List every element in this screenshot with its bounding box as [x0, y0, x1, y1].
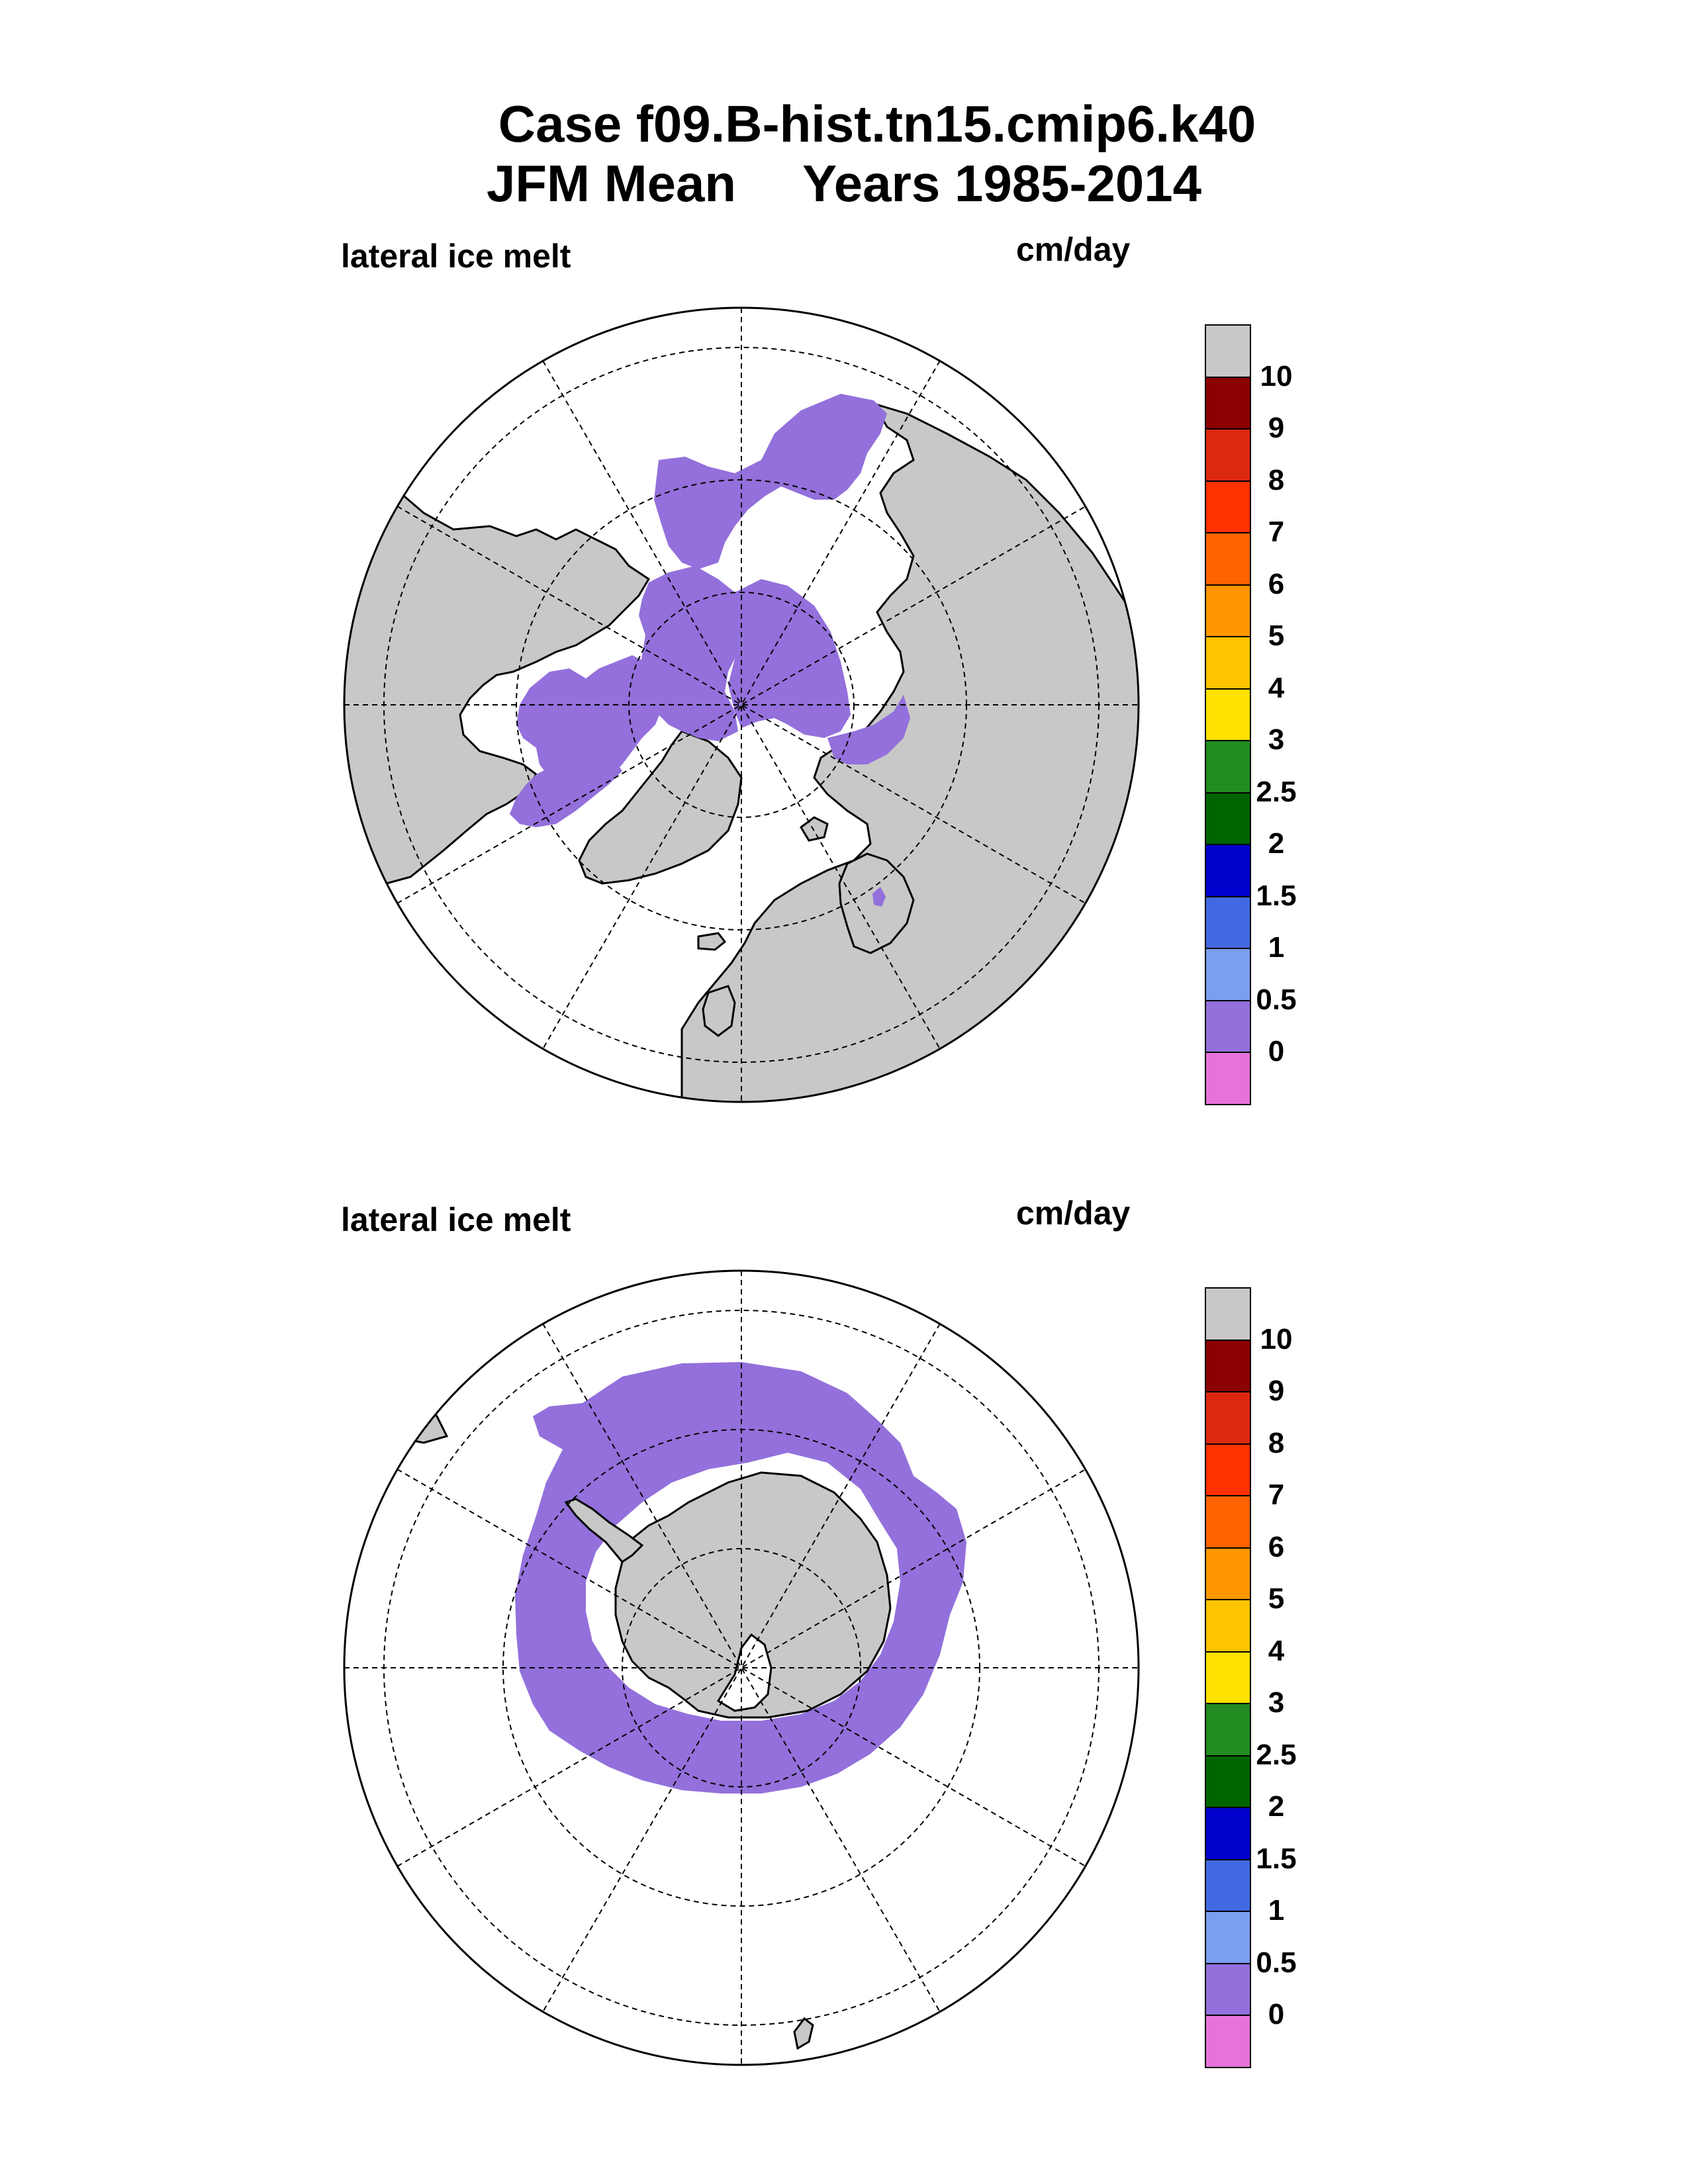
south-colorbar-box [1205, 1754, 1251, 1808]
south-colorbar-tick-label: 2 [1268, 1790, 1285, 1823]
south-units-label: cm/day [1016, 1195, 1131, 1232]
south-colorbar-box [1205, 1495, 1251, 1549]
south-colorbar-box [1205, 1703, 1251, 1756]
south-colorbar: 10 9 8 7 6 5 4 3 2.5 2 1.5 1 0.5 0 [1205, 1287, 1364, 2068]
north-colorbar-tick-label: 1 [1268, 931, 1285, 964]
north-colorbar-tick-label: 2.5 [1256, 775, 1297, 808]
north-colorbar-box [1205, 844, 1251, 897]
north-colorbar-box [1205, 948, 1251, 1001]
north-polar-map [343, 306, 1140, 1103]
south-america-land [344, 1379, 449, 1451]
north-colorbar-box [1205, 376, 1251, 430]
south-colorbar-box [1205, 1651, 1251, 1704]
south-polar-map [343, 1269, 1140, 2066]
north-colorbar-tick-label: 7 [1268, 516, 1285, 548]
north-colorbar-tick-label: 8 [1268, 463, 1285, 496]
north-colorbar-box [1205, 636, 1251, 690]
baltic-ice [872, 887, 886, 907]
south-colorbar-tick-label: 4 [1268, 1634, 1285, 1667]
south-colorbar-tick-label: 5 [1268, 1582, 1285, 1615]
south-colorbar-box [1205, 1962, 1251, 2016]
north-colorbar-box [1205, 532, 1251, 586]
north-colorbar-box [1205, 1052, 1251, 1105]
north-colorbar-box [1205, 895, 1251, 949]
north-america-land [344, 492, 651, 898]
north-colorbar-tick-label: 4 [1268, 671, 1285, 704]
south-colorbar-tick-label: 2.5 [1256, 1738, 1297, 1771]
greenland-land [578, 730, 743, 885]
north-graticule [344, 308, 1139, 1102]
south-colorbar-box [1205, 1391, 1251, 1445]
south-colorbar-tick-label: 10 [1260, 1322, 1293, 1355]
barents-kara-ice [827, 695, 910, 764]
labrador-ice [510, 758, 622, 827]
south-colorbar-tick-label: 8 [1268, 1426, 1285, 1459]
hudson-baffin-ice [516, 655, 662, 791]
south-graticule [344, 1271, 1139, 2065]
north-colorbar-box [1205, 792, 1251, 845]
antarctic-peninsula-land [564, 1498, 644, 1563]
british-isles-land [702, 985, 736, 1037]
north-colorbar-tick-label: 0 [1268, 1035, 1285, 1068]
north-colorbar-tick-label: 6 [1268, 567, 1285, 600]
north-colorbar-tick-label: 5 [1268, 619, 1285, 652]
years-label: Years 1985-2014 [802, 154, 1201, 212]
north-colorbar-box [1205, 584, 1251, 637]
south-colorbar-tick-label: 7 [1268, 1479, 1285, 1511]
south-colorbar-tick-label: 1 [1268, 1894, 1285, 1927]
north-colorbar-box [1205, 999, 1251, 1053]
south-colorbar-tick-label: 0.5 [1256, 1946, 1297, 1979]
south-variable-label: lateral ice melt [341, 1201, 571, 1238]
south-colorbar-box [1205, 1858, 1251, 1912]
south-colorbar-box [1205, 1339, 1251, 1392]
new-zealand-land [793, 2017, 814, 2050]
north-colorbar-box [1205, 688, 1251, 741]
south-colorbar-tick-label: 0 [1268, 1998, 1285, 2030]
south-map-border [343, 1269, 1140, 2066]
south-colorbar-box [1205, 1911, 1251, 1964]
south-colorbar-box [1205, 1599, 1251, 1653]
north-colorbar-tick-label: 0.5 [1256, 983, 1297, 1016]
north-colorbar-tick-label: 10 [1260, 359, 1293, 392]
arctic-ocean-ice [639, 566, 748, 741]
svalbard-land [800, 816, 829, 842]
south-colorbar-tick-label: 3 [1268, 1686, 1285, 1719]
north-colorbar-box [1205, 480, 1251, 533]
south-colorbar-box [1205, 1287, 1251, 1341]
north-colorbar-box [1205, 324, 1251, 378]
east-siberian-shelf-ice [728, 579, 851, 738]
plot-title-period: JFM Mean Years 1985-2014 [0, 158, 1688, 209]
north-colorbar-tick-label: 1.5 [1256, 879, 1297, 912]
south-colorbar-box [1205, 1443, 1251, 1496]
south-colorbar-tick-label: 6 [1268, 1530, 1285, 1563]
north-variable-label: lateral ice melt [341, 238, 571, 275]
antarctica-land [614, 1471, 892, 1719]
iceland-land [697, 932, 727, 951]
north-colorbar-box [1205, 740, 1251, 794]
north-colorbar: 10 9 8 7 6 5 4 3 2.5 2 1.5 1 0.5 0 [1205, 324, 1364, 1105]
plot-title-case: Case f09.B-hist.tn15.cmip6.k40 [498, 95, 1256, 153]
season-label: JFM Mean [487, 154, 737, 212]
north-units-label: cm/day [1016, 231, 1131, 268]
north-colorbar-tick-label: 3 [1268, 723, 1285, 756]
south-colorbar-box [1205, 2015, 1251, 2068]
south-colorbar-tick-label: 9 [1268, 1375, 1285, 1407]
north-map-border [343, 306, 1140, 1103]
north-colorbar-tick-label: 9 [1268, 412, 1285, 444]
south-colorbar-tick-label: 1.5 [1256, 1842, 1297, 1875]
south-colorbar-box [1205, 1807, 1251, 1860]
north-land [344, 402, 1139, 1102]
north-colorbar-box [1205, 428, 1251, 482]
north-colorbar-tick-label: 2 [1268, 827, 1285, 860]
south-colorbar-box [1205, 1547, 1251, 1600]
